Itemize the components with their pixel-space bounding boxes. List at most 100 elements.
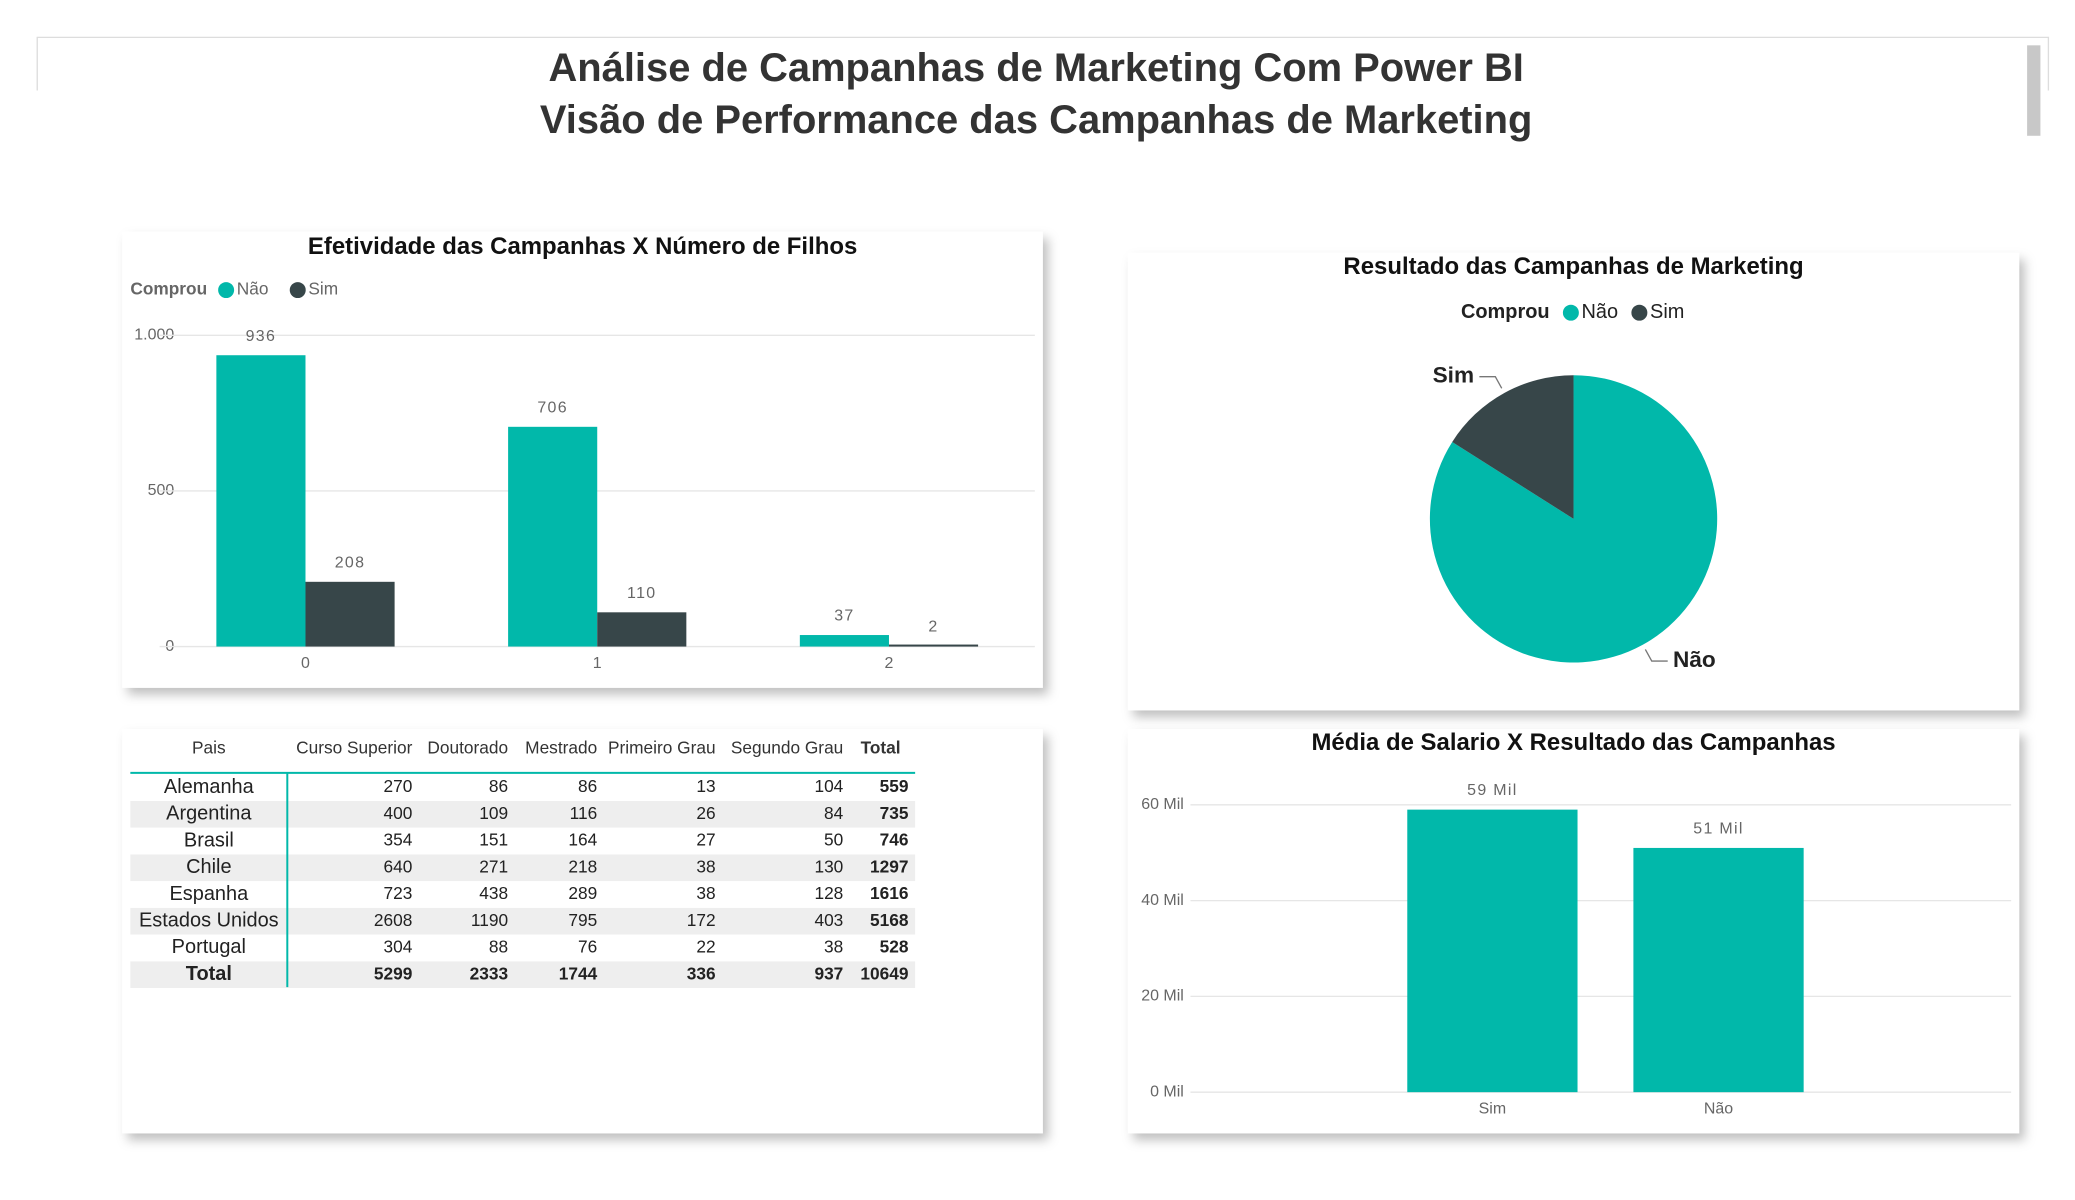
table-cell: 151	[479, 830, 508, 850]
table-cell: 116	[570, 803, 598, 823]
column-header: Segundo Grau	[731, 738, 843, 758]
table-cell: 2333	[470, 963, 508, 983]
table-cell: 172	[687, 910, 716, 930]
data-label: 2	[928, 619, 938, 636]
column-header: Curso Superior	[296, 738, 412, 758]
table-cell: 86	[489, 776, 508, 796]
table-cell: Portugal	[172, 936, 246, 958]
table-cell: 84	[824, 803, 844, 823]
table-cell: 336	[687, 963, 716, 983]
bar	[1407, 809, 1578, 1093]
table-cell: 559	[880, 776, 909, 796]
table-cell: 289	[568, 883, 597, 903]
table-cell: 2608	[374, 910, 412, 930]
table-cell: 164	[568, 830, 597, 850]
pie-slice	[1429, 375, 1718, 663]
table-cell: 38	[696, 856, 715, 876]
data-label: 110	[627, 585, 656, 602]
table-cell: Argentina	[166, 803, 252, 825]
column-header: Doutorado	[427, 738, 508, 758]
table-cell: Espanha	[169, 883, 249, 905]
y-tick-label: 0 Mil	[1150, 1083, 1184, 1100]
table-cell: 5168	[870, 910, 909, 930]
row-band	[130, 854, 916, 882]
table-cell: 403	[814, 910, 843, 930]
table-cell: 304	[383, 937, 412, 957]
data-label: 208	[335, 554, 366, 571]
table-cell: 109	[479, 803, 508, 823]
bar	[597, 612, 687, 647]
chart-title: Média de Salario X Resultado das Campanh…	[1311, 729, 1835, 756]
slice-label: Não	[1673, 647, 1716, 672]
table-cell: Estados Unidos	[139, 909, 279, 931]
table-cell: 76	[578, 937, 597, 957]
x-tick-label: 0	[301, 655, 310, 672]
column-header: Primeiro Grau	[608, 738, 716, 758]
bar	[1633, 847, 1804, 1093]
legend-swatch	[1631, 304, 1648, 321]
bar	[216, 355, 306, 647]
table-cell: 86	[578, 776, 597, 796]
data-label: 51 Mil	[1693, 821, 1744, 838]
table-cell: 1190	[471, 910, 508, 930]
row-band	[130, 961, 916, 988]
table-cell: 723	[383, 883, 412, 903]
legend-title: Comprou	[1461, 301, 1550, 323]
scrollbar[interactable]	[2027, 45, 2041, 136]
column-header: Total	[861, 738, 901, 758]
y-tick-label: 20 Mil	[1141, 988, 1184, 1005]
table-cell: Chile	[186, 856, 231, 878]
x-tick-label: Não	[1704, 1101, 1733, 1118]
table-cell: 937	[814, 963, 843, 983]
table-cell: 88	[489, 937, 508, 957]
data-label: 37	[834, 608, 854, 625]
column-header: Mestrado	[525, 738, 597, 758]
table-cell: 438	[479, 883, 508, 903]
x-tick-label: Sim	[1479, 1101, 1506, 1118]
leader-line	[1479, 376, 1503, 389]
table-cell: 104	[814, 776, 843, 796]
legend-label: Não	[1582, 301, 1619, 323]
table-cell: 795	[568, 910, 597, 930]
data-label: 706	[537, 399, 568, 416]
x-tick-label: 2	[885, 655, 894, 672]
bar	[799, 635, 889, 647]
chart-title: Resultado das Campanhas de Marketing	[1343, 253, 1803, 280]
x-tick-label: 1	[593, 655, 602, 672]
table-cell: 735	[880, 803, 909, 823]
page-subtitle: Visão de Performance das Campanhas de Ma…	[540, 98, 1532, 142]
y-tick-label: 60 Mil	[1141, 796, 1184, 813]
leader-line	[1644, 649, 1668, 662]
table-cell: 218	[568, 856, 597, 876]
data-label: 59 Mil	[1467, 782, 1518, 799]
table-cell: 640	[383, 856, 412, 876]
bar	[508, 426, 598, 647]
pie-slice	[1452, 375, 1574, 519]
table-cell: 10649	[860, 963, 908, 983]
table-cell: 5299	[374, 963, 412, 983]
table-cell: 271	[479, 856, 508, 876]
legend-label: Sim	[308, 279, 338, 299]
y-tick-label: 1.000	[134, 327, 174, 344]
bar	[888, 644, 979, 647]
y-tick-label: 40 Mil	[1141, 892, 1184, 909]
table-cell: 746	[880, 830, 909, 850]
table-cell: 1297	[870, 856, 908, 876]
table-cell: 528	[880, 937, 909, 957]
slice-label: Sim	[1433, 363, 1474, 388]
table-cell: 26	[696, 803, 715, 823]
table-cell: 128	[814, 883, 843, 903]
table-cell: 27	[696, 830, 715, 850]
table-cell: 38	[696, 883, 715, 903]
table-cell: 1744	[559, 963, 598, 983]
column-header: Pais	[192, 738, 226, 758]
table-cell: 270	[383, 776, 412, 796]
data-label: 936	[246, 328, 277, 345]
table-cell: Alemanha	[164, 776, 255, 798]
table-cell: 354	[383, 830, 412, 850]
page-title: Análise de Campanhas de Marketing Com Po…	[548, 46, 1523, 90]
row-band	[130, 800, 916, 828]
table-cell: Total	[186, 963, 232, 985]
